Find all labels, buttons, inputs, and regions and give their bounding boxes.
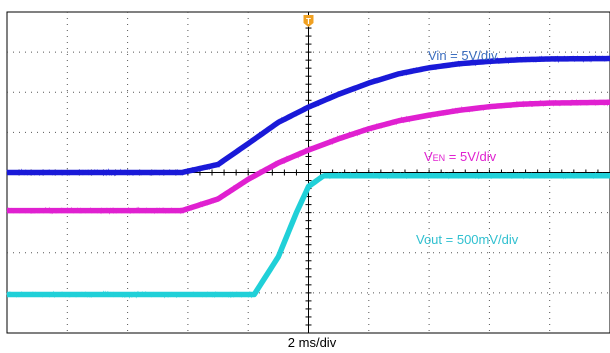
x-axis-label: 2 ms/div [288,335,337,350]
series-ven [6,98,610,215]
trace-noise [6,54,610,177]
vout-annotation: Vout = 500mV/div [416,232,519,247]
series-vout [6,171,610,299]
traces [6,54,610,299]
ven-annotation-sub: EN [433,153,446,163]
trigger-marker-label: T [306,17,311,26]
trigger-layer: T [303,15,314,27]
trigger-marker-shape [303,15,314,27]
ven-annotation-suffix: = 5V/div [445,149,496,164]
ven-annotation: VEN = 5V/div [424,149,497,164]
trigger-marker: T [303,15,314,27]
trace-noise [6,98,610,215]
vin-annotation: Vin = 5V/div [428,48,498,63]
series-vin [6,54,610,177]
trace-noise [6,171,610,299]
ven-annotation-main: V [424,149,433,164]
